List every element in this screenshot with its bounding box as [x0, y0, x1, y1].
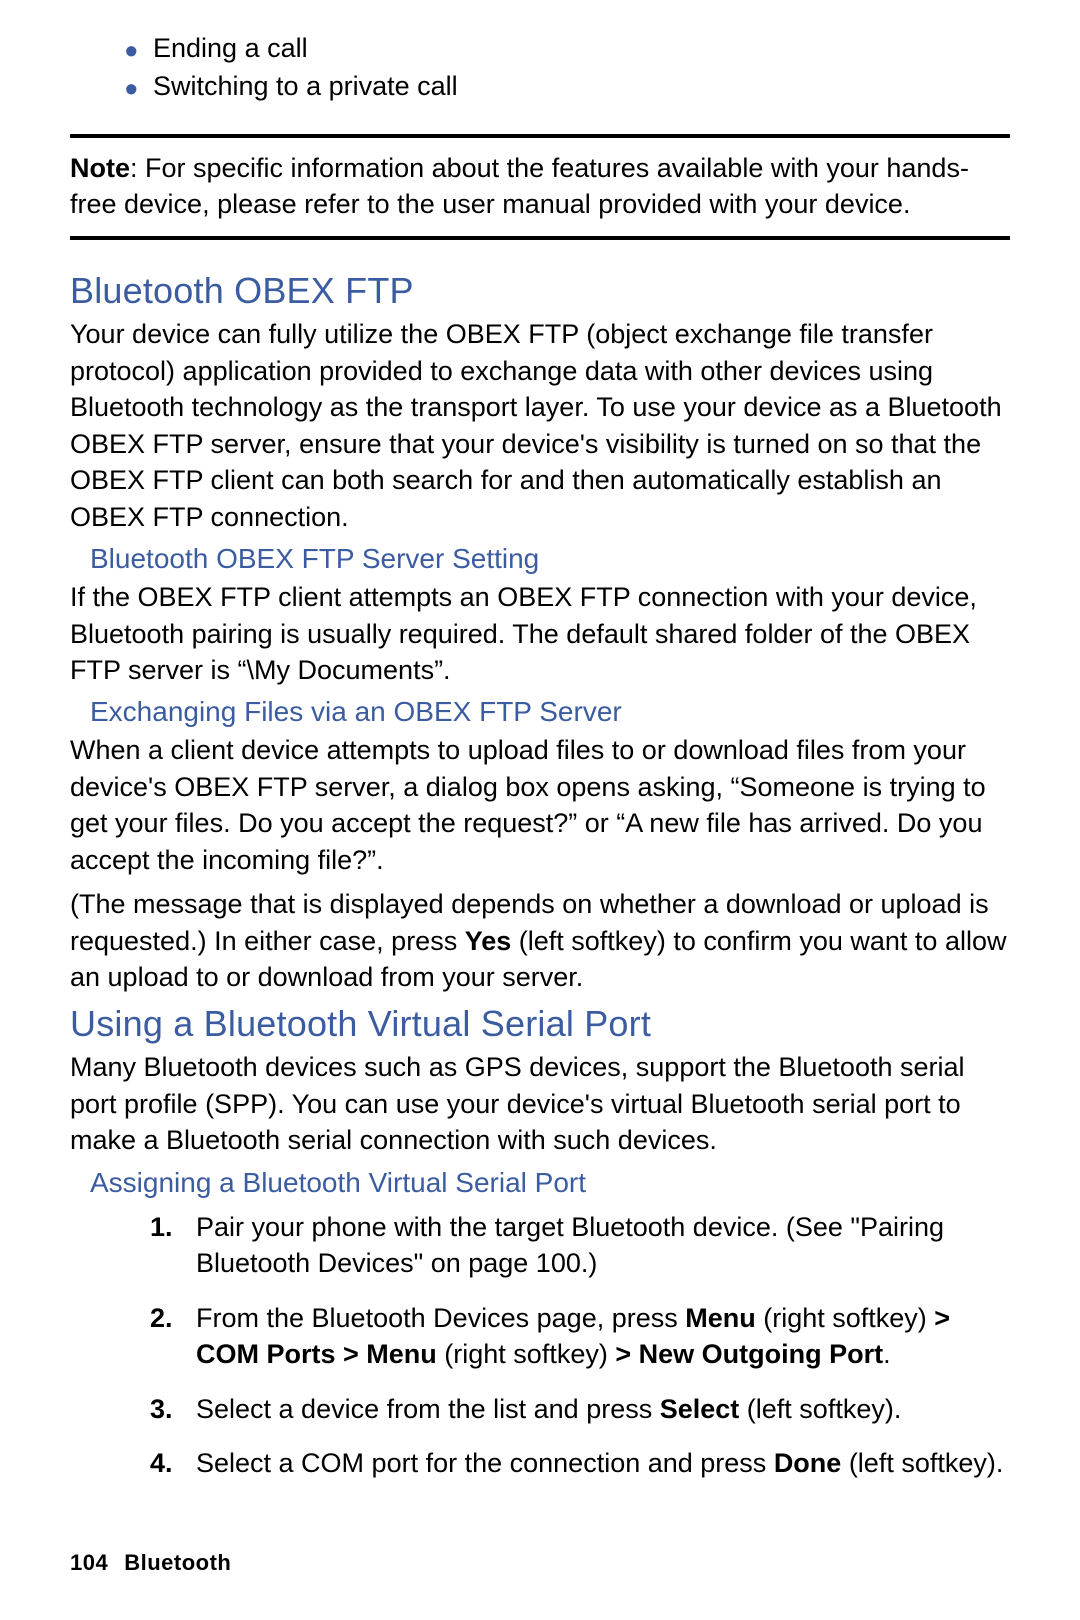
list-item: Switching to a private call — [125, 68, 1010, 106]
step-text: Select a device from the list and press … — [196, 1394, 901, 1424]
body-text: When a client device attempts to upload … — [70, 732, 1010, 878]
body-text: Many Bluetooth devices such as GPS devic… — [70, 1049, 1010, 1158]
step-item: 4. Select a COM port for the connection … — [150, 1445, 1010, 1481]
text-bold: Yes — [465, 926, 512, 956]
text-run: (right softkey) — [756, 1303, 935, 1333]
subheading-assigning-vsp: Assigning a Bluetooth Virtual Serial Por… — [90, 1167, 1010, 1199]
text-run: (right softkey) — [437, 1339, 616, 1369]
section-heading-vsp: Using a Bluetooth Virtual Serial Port — [70, 1003, 1010, 1045]
step-number: 1. — [150, 1209, 173, 1245]
text-run: From the Bluetooth Devices page, press — [196, 1303, 685, 1333]
page-number: 104 — [70, 1550, 108, 1575]
top-bullet-list: Ending a call Switching to a private cal… — [125, 30, 1010, 106]
subheading-exchanging-files: Exchanging Files via an OBEX FTP Server — [90, 696, 1010, 728]
note-box: Note: For specific information about the… — [70, 134, 1010, 241]
text-run: Select a COM port for the connection and… — [196, 1448, 774, 1478]
text-run: . — [883, 1339, 891, 1369]
step-text: From the Bluetooth Devices page, press M… — [196, 1303, 950, 1369]
step-number: 2. — [150, 1300, 173, 1336]
body-text: Your device can fully utilize the OBEX F… — [70, 316, 1010, 535]
step-text: Pair your phone with the target Bluetoot… — [196, 1212, 944, 1278]
page-footer: 104 Bluetooth — [70, 1550, 231, 1576]
steps-list: 1. Pair your phone with the target Bluet… — [150, 1209, 1010, 1482]
step-number: 3. — [150, 1391, 173, 1427]
text-bold: Done — [774, 1448, 842, 1478]
subheading-server-setting: Bluetooth OBEX FTP Server Setting — [90, 543, 1010, 575]
body-text: (The message that is displayed depends o… — [70, 886, 1010, 995]
step-item: 1. Pair your phone with the target Bluet… — [150, 1209, 1010, 1282]
text-bold: Select — [660, 1394, 740, 1424]
step-text: Select a COM port for the connection and… — [196, 1448, 1003, 1478]
note-text: Note: For specific information about the… — [70, 150, 1010, 223]
text-run: Select a device from the list and press — [196, 1394, 660, 1424]
text-run: (left softkey). — [739, 1394, 901, 1424]
note-label: Note — [70, 153, 130, 183]
footer-section: Bluetooth — [124, 1550, 231, 1575]
text-bold: Menu — [685, 1303, 756, 1333]
body-text: If the OBEX FTP client attempts an OBEX … — [70, 579, 1010, 688]
step-number: 4. — [150, 1445, 173, 1481]
note-body: : For specific information about the fea… — [70, 153, 969, 219]
step-item: 2. From the Bluetooth Devices page, pres… — [150, 1300, 1010, 1373]
text-bold: > New Outgoing Port — [615, 1339, 883, 1369]
list-item: Ending a call — [125, 30, 1010, 68]
text-run: (left softkey). — [841, 1448, 1003, 1478]
step-item: 3. Select a device from the list and pre… — [150, 1391, 1010, 1427]
section-heading-obex: Bluetooth OBEX FTP — [70, 270, 1010, 312]
